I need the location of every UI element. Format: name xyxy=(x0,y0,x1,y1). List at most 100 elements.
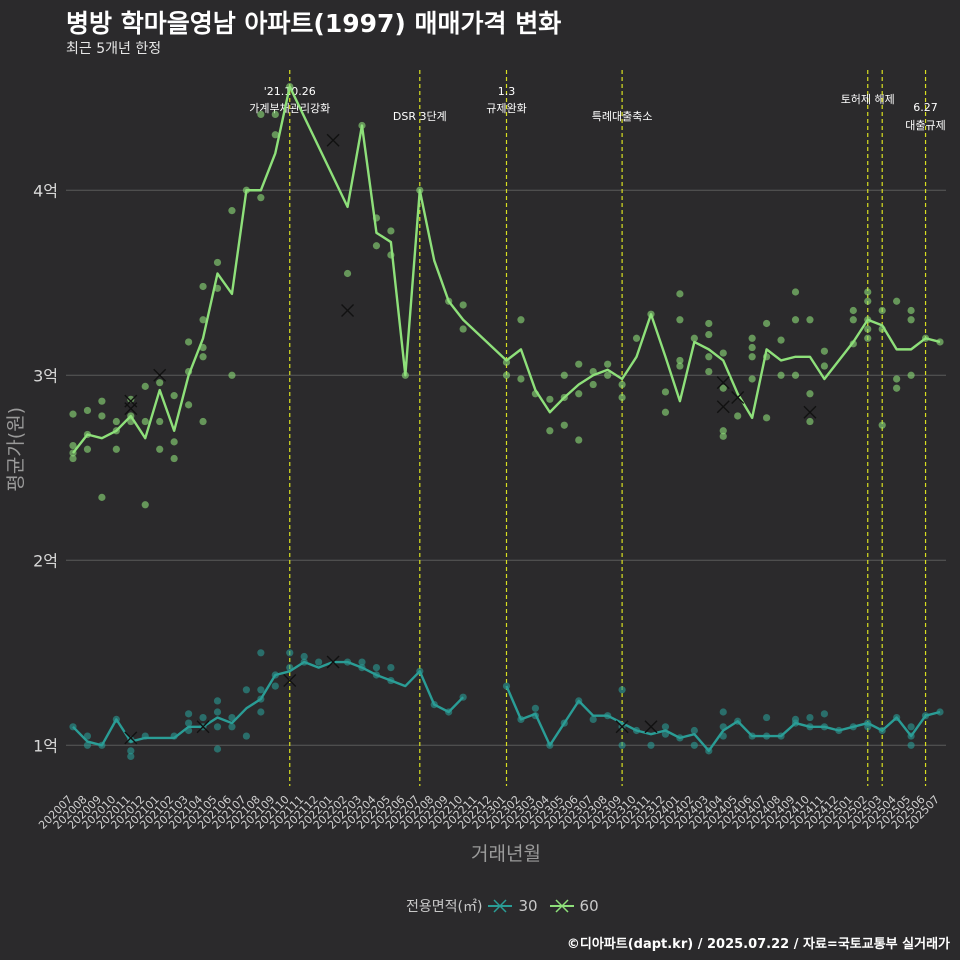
data-point xyxy=(632,334,641,342)
data-point xyxy=(213,723,222,731)
data-point xyxy=(748,353,756,361)
legend-key-30 xyxy=(488,897,513,915)
legend-label-60: 60 xyxy=(579,897,599,915)
data-point xyxy=(705,330,713,339)
data-point xyxy=(806,316,814,324)
data-point xyxy=(893,384,901,392)
data-point xyxy=(791,715,800,723)
data-point xyxy=(531,704,540,712)
data-point xyxy=(127,747,135,755)
data-point xyxy=(156,417,164,426)
data-point xyxy=(676,316,684,324)
data-point xyxy=(98,412,106,420)
data-point xyxy=(575,436,583,444)
data-point xyxy=(864,325,872,333)
policy-annotation: 대출규제 xyxy=(905,119,945,132)
data-point xyxy=(98,397,106,405)
data-point xyxy=(517,375,525,383)
data-point xyxy=(647,741,655,749)
cross-marker xyxy=(716,400,730,414)
data-point xyxy=(199,282,207,291)
data-point xyxy=(257,194,265,202)
data-point xyxy=(185,401,193,409)
cross-stroke xyxy=(731,390,745,404)
data-point xyxy=(907,723,915,731)
data-point xyxy=(228,207,236,215)
data-point xyxy=(734,412,742,420)
data-point xyxy=(705,319,713,328)
data-point xyxy=(517,316,525,324)
data-point xyxy=(676,290,684,298)
cross-marker xyxy=(283,674,297,688)
legend-label-30: 30 xyxy=(518,897,538,915)
data-point xyxy=(661,388,670,396)
policy-annotation: 6.27 xyxy=(913,101,938,114)
cross-stroke xyxy=(283,674,297,688)
x-axis-title: 거래년월 xyxy=(471,843,541,865)
data-point xyxy=(763,713,771,722)
y-tick-label: 2억 xyxy=(33,551,58,570)
cross-stroke xyxy=(803,405,817,419)
data-point xyxy=(907,316,915,324)
cross-stroke xyxy=(153,368,167,382)
data-point xyxy=(791,316,800,324)
data-point xyxy=(618,380,626,389)
cross-stroke xyxy=(326,133,340,147)
data-point xyxy=(141,417,149,426)
data-point xyxy=(185,338,193,346)
data-point xyxy=(112,445,120,453)
cross-stroke xyxy=(124,394,138,408)
data-point xyxy=(271,110,279,119)
data-point xyxy=(372,242,381,250)
policy-annotation: 특례대출축소 xyxy=(592,110,653,123)
data-point xyxy=(690,741,698,749)
y-tick-label: 3억 xyxy=(33,366,58,385)
cross-marker xyxy=(716,376,730,390)
data-point xyxy=(618,741,626,749)
data-point xyxy=(546,395,554,403)
data-point xyxy=(170,392,178,400)
data-point xyxy=(141,501,149,509)
policy-annotation: DSR 3단계 xyxy=(393,110,447,123)
data-point xyxy=(763,319,771,328)
data-point xyxy=(343,269,352,278)
cross-stroke xyxy=(716,376,730,390)
data-point xyxy=(907,306,915,315)
data-point xyxy=(257,686,265,694)
data-point xyxy=(690,726,698,735)
data-point xyxy=(112,417,120,426)
data-point xyxy=(127,395,135,403)
data-point xyxy=(185,719,193,727)
data-point xyxy=(661,408,670,416)
data-point xyxy=(618,686,626,694)
cross-marker xyxy=(644,720,658,734)
data-point xyxy=(864,288,872,296)
data-point xyxy=(705,367,713,376)
data-point xyxy=(199,417,207,426)
data-point xyxy=(387,227,395,235)
cross-stroke xyxy=(124,731,138,745)
data-point xyxy=(777,371,785,379)
series-60 xyxy=(69,83,944,509)
data-point xyxy=(604,360,612,368)
data-point xyxy=(69,441,77,450)
data-point xyxy=(213,258,222,267)
data-point xyxy=(83,406,92,415)
data-point xyxy=(719,384,727,392)
data-point xyxy=(820,347,829,355)
policy-annotation: 토허제 해제 xyxy=(841,92,895,106)
data-point xyxy=(878,306,886,315)
data-point xyxy=(83,732,92,740)
data-point xyxy=(257,708,265,716)
data-point xyxy=(893,375,901,383)
cross-marker xyxy=(731,390,745,404)
data-point xyxy=(546,427,554,435)
cross-stroke xyxy=(341,304,355,318)
data-point xyxy=(777,336,785,344)
data-point xyxy=(170,438,178,446)
cross-marker xyxy=(124,731,138,745)
data-point xyxy=(199,316,207,324)
data-point xyxy=(228,371,236,379)
data-point xyxy=(676,362,684,370)
y-tick-label: 4억 xyxy=(33,181,58,200)
